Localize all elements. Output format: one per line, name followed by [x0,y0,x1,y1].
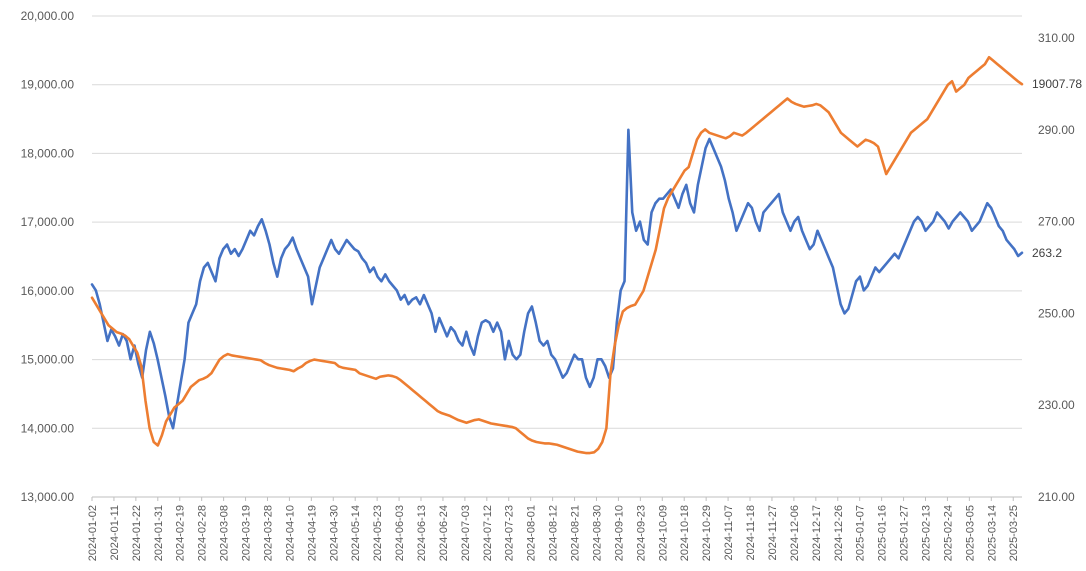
blue-series-line [90,128,1024,430]
x-axis: 2024-01-02 2024-01-11 2024-01-22 2024-01-31… [87,496,1022,561]
x-tick-label: 2025-01-07 [855,505,867,561]
x-tick-label: 2024-06-13 [416,505,428,561]
x-tick-label: 2024-12-26 [833,505,845,561]
x-tick-label: 2024-02-28 [197,505,209,561]
blue-series-end-label: 263.2 [1032,246,1062,260]
x-tick-label: 2024-06-24 [438,505,450,561]
x-tick-label: 2024-06-03 [394,505,406,561]
x-tick-label: 2025-01-27 [899,505,911,561]
orange-series-end-label: 19007.78 [1032,77,1082,91]
x-tick-label: 2024-12-06 [789,505,801,561]
series-lines [90,55,1024,455]
x-tick-label: 2025-02-24 [942,505,954,561]
x-tick-label: 2024-03-08 [219,505,231,561]
y-right-tick-label: 230.00 [1038,398,1075,412]
x-tick-label: 2024-10-09 [657,505,669,561]
y-right-tick-label: 290.00 [1038,123,1075,137]
x-tick-label: 2025-02-13 [920,505,932,561]
x-tick-label: 2024-01-02 [87,505,99,561]
x-tick-label: 2024-12-17 [811,505,823,561]
x-tick-label: 2025-03-05 [964,505,976,561]
x-tick-label: 2024-01-31 [153,505,165,561]
x-tick-label: 2024-03-19 [241,505,253,561]
x-tick-label: 2024-02-19 [175,505,187,561]
x-tick-label: 2024-05-14 [350,505,362,561]
y-right-tick-label: 270.00 [1038,215,1075,229]
y-left-tick-label: 19,000.00 [21,78,75,92]
x-tick-label: 2024-04-30 [328,505,340,561]
x-tick-label: 2024-04-19 [306,505,318,561]
x-tick-label: 2024-10-18 [679,505,691,561]
x-tick-label: 2024-04-10 [284,505,296,561]
y-right-tick-label: 210.00 [1038,490,1075,504]
x-tick-label: 2024-10-29 [701,505,713,561]
x-tick-label: 2024-07-12 [482,505,494,561]
y-left-tick-label: 14,000.00 [21,421,75,435]
y-left-tick-label: 15,000.00 [21,353,75,367]
x-tick-label: 2025-01-16 [877,505,889,561]
right-y-axis: 210.00 230.00 250.00 270.00 290.00 310.00 [1038,31,1075,504]
x-tick-label: 2024-09-10 [613,505,625,561]
x-tick-label: 2024-11-18 [745,505,757,560]
x-tick-label: 2024-01-22 [131,505,143,561]
left-y-axis: 13,000.00 14,000.00 15,000.00 16,000.00 17,0… [21,9,75,504]
y-left-tick-label: 18,000.00 [21,146,75,160]
gridlines [92,15,1022,429]
x-tick-label: 2024-11-27 [767,505,779,560]
series-end-labels: 263.2 19007.78 [1032,77,1082,260]
x-tick-label: 2024-08-21 [570,505,582,561]
y-left-tick-label: 16,000.00 [21,284,75,298]
x-tick-label: 2024-11-07 [723,505,735,560]
y-right-tick-label: 250.00 [1038,306,1075,320]
x-tick-label: 2025-03-25 [1008,505,1020,561]
x-tick-label: 2025-03-14 [986,505,998,561]
x-tick-label: 2024-07-23 [504,505,516,561]
x-tick-label: 2024-08-01 [526,505,538,561]
y-right-tick-label: 310.00 [1038,31,1075,45]
x-tick-label: 2024-09-23 [635,505,647,561]
x-tick-label: 2024-08-12 [548,505,560,561]
orange-series-line [90,55,1024,455]
x-tick-label: 2024-01-11 [109,505,121,560]
y-left-tick-label: 20,000.00 [21,9,75,23]
x-tick-label: 2024-03-28 [262,505,274,561]
y-left-tick-label: 13,000.00 [21,490,75,504]
x-tick-label: 2024-08-30 [591,505,603,561]
x-tick-label: 2024-07-03 [460,505,472,561]
x-tick-label: 2024-05-23 [372,505,384,561]
y-left-tick-label: 17,000.00 [21,215,75,229]
